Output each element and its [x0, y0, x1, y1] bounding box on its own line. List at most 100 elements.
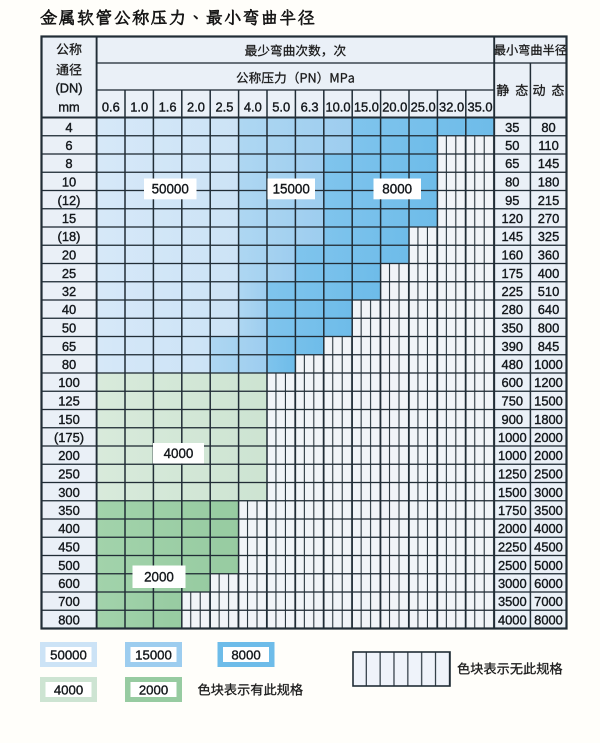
svg-text:150: 150 — [58, 412, 80, 427]
svg-text:450: 450 — [58, 540, 80, 555]
svg-text:100: 100 — [58, 375, 80, 390]
svg-text:10: 10 — [62, 175, 76, 190]
svg-text:50000: 50000 — [152, 182, 189, 197]
svg-text:145: 145 — [502, 229, 524, 244]
svg-text:125: 125 — [58, 394, 80, 409]
svg-text:15000: 15000 — [135, 647, 172, 662]
svg-text:35: 35 — [505, 120, 519, 135]
svg-text:6000: 6000 — [534, 576, 563, 591]
svg-text:225: 225 — [502, 284, 524, 299]
svg-text:35.0: 35.0 — [467, 99, 492, 114]
svg-text:845: 845 — [538, 339, 560, 354]
svg-text:800: 800 — [58, 613, 80, 628]
svg-text:32.0: 32.0 — [439, 99, 464, 114]
svg-text:15000: 15000 — [273, 182, 310, 197]
svg-text:mm: mm — [58, 100, 79, 115]
svg-text:160: 160 — [502, 248, 524, 263]
svg-text:640: 640 — [538, 302, 560, 317]
svg-text:900: 900 — [502, 412, 524, 427]
svg-text:1500: 1500 — [498, 485, 527, 500]
svg-text:32: 32 — [62, 284, 76, 299]
svg-text:510: 510 — [538, 284, 560, 299]
svg-text:1000: 1000 — [534, 357, 563, 372]
svg-text:4000: 4000 — [164, 446, 194, 461]
svg-text:65: 65 — [505, 156, 519, 171]
svg-text:250: 250 — [58, 467, 80, 482]
svg-text:20.0: 20.0 — [382, 99, 407, 114]
svg-text:360: 360 — [538, 248, 560, 263]
svg-text:(DN): (DN) — [55, 81, 82, 96]
svg-text:(12): (12) — [58, 193, 81, 208]
svg-text:40: 40 — [62, 302, 76, 317]
svg-text:80: 80 — [62, 357, 76, 372]
svg-text:4500: 4500 — [534, 540, 563, 555]
svg-text:2000: 2000 — [139, 682, 168, 697]
svg-text:1200: 1200 — [534, 375, 563, 390]
svg-text:600: 600 — [58, 576, 80, 591]
svg-text:180: 180 — [538, 175, 560, 190]
svg-text:20: 20 — [62, 248, 76, 263]
svg-text:2000: 2000 — [534, 448, 563, 463]
svg-text:700: 700 — [58, 594, 80, 609]
svg-text:6.3: 6.3 — [301, 99, 319, 114]
svg-text:25: 25 — [62, 266, 76, 281]
svg-text:390: 390 — [502, 339, 524, 354]
svg-text:15: 15 — [62, 211, 76, 226]
svg-text:8000: 8000 — [534, 613, 563, 628]
svg-text:3000: 3000 — [498, 576, 527, 591]
svg-text:325: 325 — [538, 229, 560, 244]
svg-text:(18): (18) — [58, 229, 81, 244]
svg-text:215: 215 — [538, 193, 560, 208]
svg-text:110: 110 — [538, 138, 559, 153]
svg-text:15.0: 15.0 — [354, 99, 379, 114]
svg-text:120: 120 — [502, 211, 524, 226]
svg-text:50000: 50000 — [50, 647, 87, 662]
svg-text:145: 145 — [538, 156, 560, 171]
svg-text:95: 95 — [505, 193, 519, 208]
svg-text:25.0: 25.0 — [411, 99, 436, 114]
svg-text:50: 50 — [62, 321, 76, 336]
svg-text:270: 270 — [538, 211, 560, 226]
svg-text:7000: 7000 — [534, 594, 563, 609]
svg-text:600: 600 — [502, 375, 524, 390]
svg-text:1750: 1750 — [498, 503, 527, 518]
svg-text:500: 500 — [58, 558, 80, 573]
svg-text:1250: 1250 — [498, 467, 527, 482]
svg-text:5000: 5000 — [534, 558, 563, 573]
svg-text:(175): (175) — [54, 430, 84, 445]
svg-text:3000: 3000 — [534, 485, 563, 500]
svg-text:400: 400 — [538, 266, 560, 281]
svg-text:1.6: 1.6 — [159, 99, 177, 114]
svg-text:2500: 2500 — [534, 467, 563, 482]
svg-text:4: 4 — [65, 120, 72, 135]
svg-text:2000: 2000 — [534, 430, 563, 445]
svg-text:5.0: 5.0 — [272, 99, 290, 114]
svg-text:2000: 2000 — [498, 521, 527, 536]
svg-text:480: 480 — [502, 357, 524, 372]
svg-text:3500: 3500 — [534, 503, 563, 518]
svg-text:1800: 1800 — [534, 412, 563, 427]
svg-text:1000: 1000 — [498, 430, 527, 445]
svg-text:800: 800 — [538, 321, 560, 336]
svg-text:10.0: 10.0 — [325, 99, 350, 114]
svg-text:4.0: 4.0 — [244, 99, 262, 114]
svg-text:2.5: 2.5 — [215, 99, 233, 114]
svg-text:65: 65 — [62, 339, 76, 354]
svg-text:750: 750 — [502, 394, 524, 409]
svg-text:300: 300 — [58, 485, 80, 500]
svg-text:1.0: 1.0 — [130, 99, 148, 114]
svg-text:4000: 4000 — [534, 521, 563, 536]
svg-text:1000: 1000 — [498, 448, 527, 463]
svg-text:175: 175 — [502, 266, 524, 281]
svg-text:280: 280 — [502, 302, 524, 317]
svg-text:3500: 3500 — [498, 594, 527, 609]
svg-text:80: 80 — [541, 120, 555, 135]
svg-text:200: 200 — [58, 448, 80, 463]
svg-text:4000: 4000 — [498, 613, 527, 628]
svg-text:8000: 8000 — [231, 647, 260, 662]
svg-text:2250: 2250 — [498, 540, 527, 555]
svg-text:350: 350 — [58, 503, 80, 518]
svg-text:400: 400 — [58, 521, 80, 536]
svg-text:0.6: 0.6 — [102, 99, 120, 114]
svg-text:6: 6 — [65, 138, 72, 153]
